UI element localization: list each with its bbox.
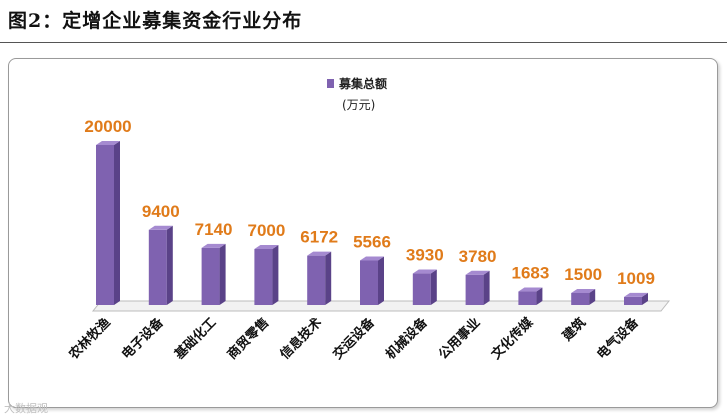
- value-label: 7000: [247, 221, 285, 240]
- value-label: 5566: [353, 232, 391, 251]
- bar-side: [642, 292, 648, 305]
- value-label: 9400: [142, 202, 180, 221]
- category-label: 电气设备: [594, 314, 643, 363]
- category-label: 信息技术: [277, 315, 325, 363]
- bar-chart: 募集总额 (万元) 20000 9400 7140 7000 6172 5566 3930 3…: [65, 76, 671, 363]
- value-label: 3780: [459, 247, 497, 266]
- bar-文化传媒: [518, 287, 543, 305]
- bar-side: [272, 245, 279, 305]
- category-label: 电子设备: [119, 314, 168, 363]
- value-label: 1683: [511, 264, 549, 283]
- bar-front: [465, 274, 484, 305]
- bar-front: [254, 249, 273, 305]
- bar-机械设备: [412, 269, 437, 305]
- bar-front: [307, 255, 326, 305]
- category-label: 机械设备: [383, 314, 432, 363]
- bars: [96, 141, 648, 305]
- legend: 募集总额 (万元): [327, 76, 387, 112]
- bar-front: [624, 296, 642, 305]
- title-divider: [0, 42, 727, 43]
- bar-side: [589, 289, 596, 305]
- bar-side: [483, 270, 490, 305]
- value-label: 7140: [195, 220, 233, 239]
- category-label: 公用事业: [435, 315, 483, 363]
- bar-top: [571, 289, 596, 293]
- bar-top: [201, 243, 226, 248]
- value-label: 20000: [84, 117, 131, 136]
- bar-front: [201, 247, 220, 305]
- bar-top: [518, 287, 543, 292]
- value-label: 1009: [617, 269, 655, 288]
- bar-front: [518, 291, 537, 305]
- bar-side: [114, 141, 120, 305]
- bar-top: [412, 269, 437, 274]
- bar-front: [412, 273, 431, 305]
- bar-电子设备: [148, 225, 173, 305]
- bar-基础化工: [201, 243, 226, 305]
- bar-电气设备: [624, 292, 648, 305]
- bar-信息技术: [307, 251, 332, 305]
- category-labels: 农林牧渔 电子设备 基础化工 商贸零售 信息技术 交运设备 机械设备 公用事业 文化传媒 建筑 电气…: [65, 314, 642, 363]
- bar-交运设备: [360, 256, 384, 305]
- bar-公用事业: [465, 270, 490, 305]
- bar-top: [148, 225, 173, 230]
- figure-title: 图2：定增企业募集资金行业分布: [8, 10, 303, 32]
- bar-front: [571, 293, 590, 305]
- legend-label: 募集总额: [338, 76, 387, 91]
- bar-top: [624, 292, 648, 297]
- bar-top: [96, 141, 120, 145]
- category-label: 文化传媒: [488, 314, 537, 363]
- watermark: 大数据观: [4, 402, 48, 415]
- bar-side: [536, 287, 543, 305]
- value-label: 6172: [300, 228, 338, 247]
- bar-农林牧渔: [96, 141, 120, 305]
- category-label: 农林牧渔: [65, 315, 114, 364]
- bar-top: [254, 245, 279, 249]
- bar-top: [465, 270, 490, 275]
- unit-label: (万元): [342, 98, 375, 112]
- value-label: 1500: [564, 265, 602, 284]
- value-label: 3930: [406, 246, 444, 265]
- bar-side: [430, 269, 437, 305]
- category-label: 商贸零售: [224, 315, 272, 363]
- bar-front: [360, 260, 378, 305]
- category-label: 交运设备: [330, 314, 379, 363]
- bar-side: [378, 256, 384, 305]
- bar-side: [219, 243, 226, 305]
- category-label: 建筑: [559, 315, 589, 345]
- bar-side: [166, 225, 173, 305]
- bar-front: [148, 229, 167, 305]
- bar-建筑: [571, 289, 596, 305]
- value-labels: 20000 9400 7140 7000 6172 5566 3930 3780 1683 150…: [84, 117, 655, 288]
- bar-商贸零售: [254, 245, 279, 305]
- bar-front: [96, 145, 114, 305]
- bar-side: [325, 251, 332, 305]
- bar-top: [307, 251, 332, 256]
- legend-swatch: [327, 79, 334, 88]
- category-label: 基础化工: [171, 315, 220, 364]
- chart-frame: 募集总额 (万元) 20000 9400 7140 7000 6172 5566 3930 3…: [8, 58, 718, 408]
- bar-top: [360, 256, 384, 261]
